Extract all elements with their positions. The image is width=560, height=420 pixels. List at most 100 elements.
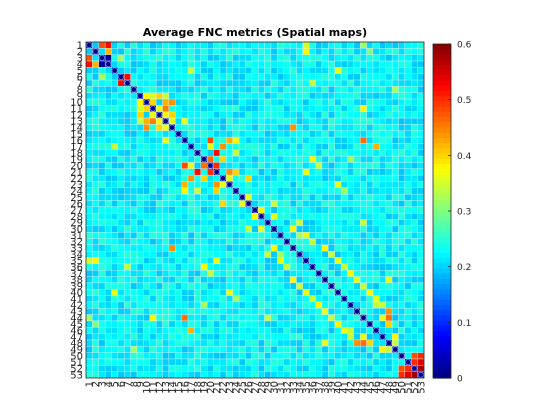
- heatmap-cell: [162, 92, 170, 100]
- heatmap-cell: [143, 187, 150, 195]
- heatmap-cell: [245, 270, 252, 277]
- heatmap-cell: [226, 238, 233, 246]
- heatmap-cell: [117, 187, 125, 195]
- heatmap-cell: [111, 333, 119, 341]
- heatmap-cell: [309, 155, 316, 163]
- heatmap-cell: [130, 251, 138, 258]
- heatmap-cell: [117, 257, 125, 265]
- heatmap-cell: [130, 181, 138, 188]
- heatmap-cell: [347, 276, 355, 284]
- heatmap-cell: [398, 352, 406, 360]
- heatmap-cell: [391, 232, 399, 239]
- heatmap-cell: [264, 48, 272, 55]
- heatmap-cell: [98, 174, 106, 182]
- y-tick-label: 44: [70, 313, 83, 324]
- heatmap-cell: [181, 60, 189, 68]
- heatmap-cell: [289, 187, 297, 195]
- heatmap-cell: [302, 301, 310, 309]
- diagonal-marker: [251, 206, 259, 214]
- heatmap-cell: [309, 238, 316, 246]
- heatmap-cell: [104, 111, 112, 119]
- heatmap-cell: [175, 270, 182, 277]
- heatmap-cell: [391, 130, 399, 138]
- heatmap-cell: [283, 365, 291, 372]
- diagonal-marker: [366, 321, 373, 328]
- heatmap-cell: [168, 257, 176, 265]
- heatmap-cell: [379, 320, 386, 328]
- heatmap-cell: [366, 295, 374, 303]
- heatmap-cell: [206, 86, 214, 93]
- heatmap-cell: [283, 200, 291, 208]
- heatmap-cell: [302, 295, 310, 303]
- heatmap-cell: [219, 244, 227, 252]
- heatmap-cell: [219, 111, 227, 119]
- x-tick-label: 32: [282, 381, 293, 394]
- colorbar-segment: [433, 44, 451, 50]
- heatmap-cell: [149, 168, 157, 176]
- heatmap-cell: [302, 124, 310, 131]
- heatmap-cell: [360, 212, 367, 220]
- heatmap-cell: [385, 124, 393, 131]
- heatmap-cell: [213, 79, 221, 87]
- heatmap-cell: [194, 365, 201, 372]
- y-tick-label: 41: [70, 294, 83, 305]
- heatmap-cell: [340, 181, 348, 188]
- colorbar-segment: [433, 289, 451, 296]
- heatmap-cell: [200, 79, 208, 87]
- heatmap-cell: [238, 143, 246, 150]
- heatmap-cell: [353, 308, 361, 315]
- heatmap-cell: [328, 117, 335, 125]
- heatmap-cell: [194, 105, 201, 112]
- y-tick-label: 24: [70, 186, 83, 197]
- heatmap-cell: [155, 73, 163, 81]
- heatmap-cell: [111, 130, 119, 138]
- heatmap-cell: [270, 124, 278, 131]
- heatmap-cell: [251, 365, 259, 372]
- heatmap-cell: [213, 219, 221, 227]
- heatmap-cell: [302, 270, 310, 277]
- heatmap-cell: [194, 232, 201, 239]
- y-tick-label: 1: [77, 41, 83, 52]
- heatmap-cell: [321, 212, 329, 220]
- heatmap-cell: [104, 346, 112, 353]
- heatmap-cell: [411, 48, 418, 55]
- heatmap-cell: [130, 257, 138, 265]
- heatmap-cell: [200, 54, 208, 62]
- heatmap-cell: [149, 282, 157, 290]
- heatmap-cell: [347, 92, 355, 100]
- heatmap-cell: [155, 371, 163, 379]
- heatmap-cell: [398, 308, 406, 315]
- heatmap-cell: [104, 251, 112, 258]
- heatmap-cell: [366, 289, 374, 296]
- heatmap-cell: [98, 212, 106, 220]
- heatmap-cell: [200, 200, 208, 208]
- heatmap-cell: [417, 270, 425, 277]
- heatmap-cell: [155, 282, 163, 290]
- heatmap-cell: [226, 244, 233, 252]
- heatmap-cell: [334, 181, 342, 188]
- heatmap-cell: [194, 289, 201, 296]
- heatmap-cell: [98, 143, 106, 150]
- heatmap-cell: [391, 238, 399, 246]
- heatmap-cell: [117, 86, 125, 93]
- heatmap-cell: [353, 327, 361, 334]
- heatmap-cell: [283, 162, 291, 169]
- heatmap-cell: [104, 327, 112, 334]
- heatmap-cell: [289, 54, 297, 62]
- heatmap-cell: [360, 79, 367, 87]
- heatmap-cell: [283, 105, 291, 112]
- heatmap-cell: [411, 371, 418, 379]
- heatmap-cell: [289, 301, 297, 309]
- heatmap-cell: [111, 41, 119, 49]
- heatmap-cell: [200, 219, 208, 227]
- heatmap-cell: [315, 206, 323, 214]
- heatmap-cell: [162, 67, 170, 74]
- heatmap-cell: [258, 339, 265, 347]
- heatmap-cell: [187, 308, 195, 315]
- heatmap-cell: [404, 219, 412, 227]
- heatmap-cell: [334, 168, 342, 176]
- heatmap-cell: [124, 276, 131, 284]
- heatmap-cell: [321, 225, 329, 233]
- heatmap-cell: [213, 371, 221, 379]
- heatmap-cell: [251, 238, 259, 246]
